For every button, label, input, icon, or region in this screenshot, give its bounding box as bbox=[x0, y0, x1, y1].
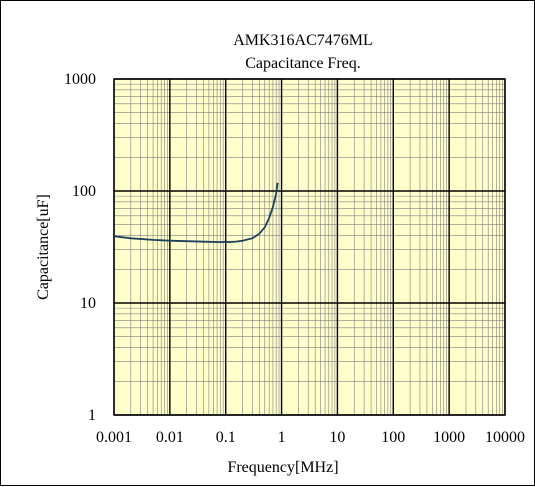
x-axis-label: Frequency[MHz] bbox=[227, 459, 338, 476]
y-tick-label: 1000 bbox=[64, 71, 96, 88]
grid-layer bbox=[113, 78, 506, 416]
plot-background bbox=[114, 79, 505, 415]
x-tick-label: 0.01 bbox=[156, 429, 184, 446]
plot-border bbox=[113, 78, 506, 416]
x-tick-label: 1 bbox=[278, 429, 286, 446]
series-line-0 bbox=[113, 182, 279, 244]
chart-title: AMK316AC7476ML bbox=[233, 32, 373, 49]
y-axis-label: Capacitance[uF] bbox=[35, 194, 52, 300]
x-tick-label: 10 bbox=[329, 429, 345, 446]
x-tick-label: 1000 bbox=[433, 429, 465, 446]
y-tick-label: 1 bbox=[88, 407, 96, 424]
x-tick-label: 0.001 bbox=[96, 429, 132, 446]
x-tick-label: 100 bbox=[381, 429, 405, 446]
x-tick-label: 10000 bbox=[485, 429, 525, 446]
y-tick-label: 10 bbox=[80, 295, 96, 312]
x-tick-label: 0.1 bbox=[216, 429, 236, 446]
tick-layer: 0.001 0.01 0.1 1 10 100 1000 10000 1 10 100 1000 bbox=[64, 71, 525, 446]
y-tick-label: 100 bbox=[72, 183, 96, 200]
series-layer bbox=[113, 182, 279, 244]
chart-subtitle: Capacitance Freq. bbox=[245, 55, 361, 72]
